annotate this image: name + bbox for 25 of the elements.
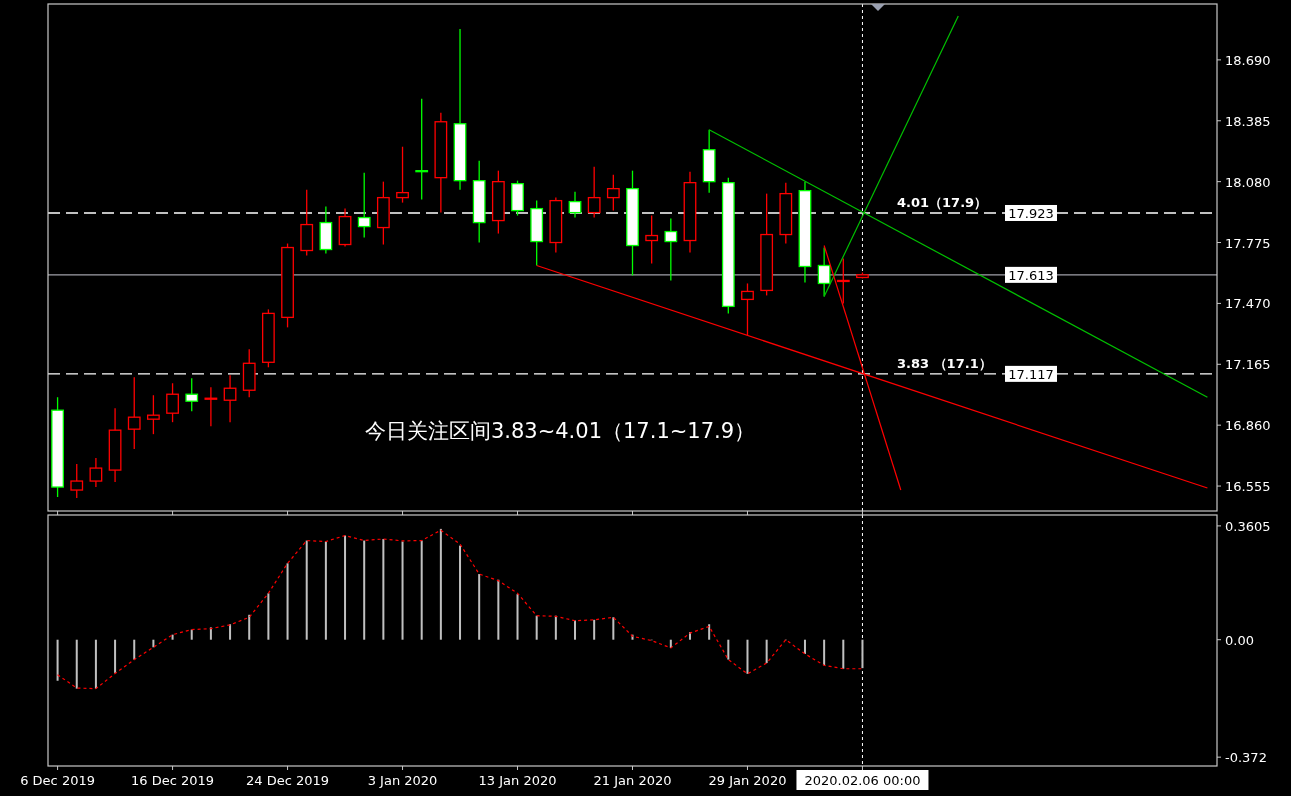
x-tick-label: 2020.02.06 00:00 [804,773,921,788]
annotation: 17.117 [1008,366,1054,382]
annotation: 17.613 [1008,267,1054,283]
y-tick-label: 16.555 [1225,479,1271,495]
y-tick-label: 18.080 [1225,174,1271,190]
y-tick-label: 17.775 [1225,235,1271,251]
y-tick-label: -0.372 [1225,750,1267,766]
annotation: 今日关注区间3.83~4.01（17.1~17.9） [364,419,756,443]
y-tick-label: 0.3605 [1225,518,1271,534]
ref-line-label: 4.01（17.9） [897,194,988,210]
x-tick-label: 13 Jan 2020 [478,773,557,788]
y-tick-label: 17.470 [1225,296,1271,312]
y-tick-label: 18.690 [1225,52,1271,68]
x-tick-label: 29 Jan 2020 [708,773,787,788]
y-tick-label: 0.00 [1225,632,1254,648]
y-tick-label: 18.385 [1225,113,1271,129]
y-tick-label: 16.860 [1225,418,1271,434]
annotation: 17.923 [1008,205,1054,221]
x-tick-label: 3 Jan 2020 [367,773,438,788]
x-tick-label: 6 Dec 2019 [20,773,95,788]
x-tick-label: 24 Dec 2019 [246,773,330,788]
ref-line-label: 3.83 （17.1） [897,355,992,371]
y-tick-label: 17.165 [1225,357,1271,373]
x-tick-label: 21 Jan 2020 [593,773,672,788]
x-tick-label: 16 Dec 2019 [131,773,215,788]
